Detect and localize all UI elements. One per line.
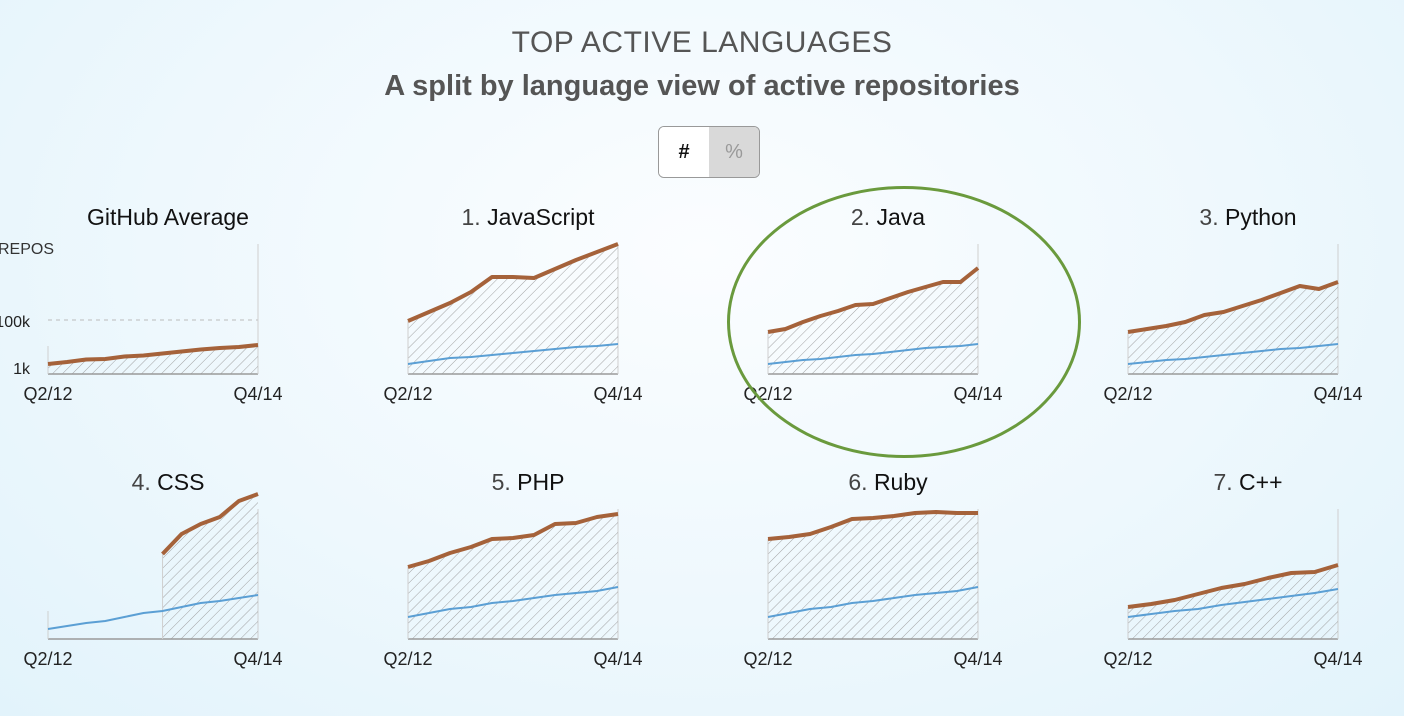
chart-panel-2: 2. Java Q2/12 Q4/14 <box>738 200 1038 450</box>
language-series-line <box>161 492 259 556</box>
language-series-line <box>767 266 980 334</box>
x-tick-label-end: Q4/14 <box>233 649 282 669</box>
language-series-line <box>407 512 619 569</box>
x-tick-label-end: Q4/14 <box>593 649 642 669</box>
language-series-line <box>47 343 259 366</box>
chart-title: 4. CSS <box>18 469 318 496</box>
chart-language-name: Python <box>1224 204 1297 230</box>
x-tick-label-start: Q2/12 <box>23 649 72 669</box>
chart-panel-1: 1. JavaScript Q2/12 Q4/14 <box>378 200 678 450</box>
language-series-line <box>1127 280 1339 334</box>
x-tick-label-end: Q4/14 <box>953 384 1002 404</box>
chart-title: GitHub Average <box>18 204 318 231</box>
x-tick-label-end: Q4/14 <box>593 384 642 404</box>
chart-title: 1. JavaScript <box>378 204 678 231</box>
area-chart: Q2/12 Q4/14 <box>383 509 643 669</box>
chart-rank: 6. <box>848 469 874 495</box>
average-series-line <box>47 594 259 630</box>
hatched-area <box>1128 282 1338 374</box>
chart-language-name: CSS <box>157 469 205 495</box>
chart-panel-5: 5. PHP Q2/12 Q4/14 <box>378 465 678 715</box>
chart-rank: 5. <box>491 469 518 495</box>
area-chart: Q2/12 Q4/14 <box>1103 509 1363 669</box>
chart-rank: 3. <box>1199 204 1225 230</box>
chart-language-name: PHP <box>517 469 565 495</box>
hatched-area <box>768 512 978 639</box>
chart-language-name: Ruby <box>873 469 928 495</box>
chart-title: 3. Python <box>1098 204 1398 231</box>
chart-panel-7: 7. C++ Q2/12 Q4/14 <box>1098 465 1398 715</box>
chart-title: 5. PHP <box>378 469 678 496</box>
average-series-line <box>1127 588 1339 618</box>
x-tick-label-start: Q2/12 <box>383 384 432 404</box>
chart-title: 7. C++ <box>1098 469 1398 496</box>
language-series-line <box>1127 563 1339 609</box>
x-tick-label-start: Q2/12 <box>1103 384 1152 404</box>
x-tick-label-start: Q2/12 <box>23 384 72 404</box>
x-tick-label-start: Q2/12 <box>383 649 432 669</box>
x-tick-label-start: Q2/12 <box>743 649 792 669</box>
average-series-line <box>407 343 619 365</box>
x-tick-label-start: Q2/12 <box>743 384 792 404</box>
chart-rank: 4. <box>131 469 158 495</box>
x-tick-label-end: Q4/14 <box>1313 384 1362 404</box>
hatched-area <box>162 494 258 639</box>
x-tick-label-end: Q4/14 <box>1313 649 1362 669</box>
chart-panel-6: 6. Ruby Q2/12 Q4/14 <box>738 465 1038 715</box>
area-chart: Q2/12 Q4/14 <box>23 492 283 669</box>
chart-rank: 7. <box>1213 469 1240 495</box>
page-title: TOP ACTIVE LANGUAGES <box>511 26 893 59</box>
chart-language-name: JavaScript <box>487 204 595 230</box>
chart-rank: 2. <box>850 204 877 230</box>
count-percent-toggle[interactable]: # % <box>658 126 760 178</box>
y-axis-label: REPOS <box>0 241 54 258</box>
y-tick-label: 1k <box>13 361 31 378</box>
area-chart: REPOS 100k 1k Q2/12 Q4/14 <box>0 241 283 404</box>
x-tick-label-start: Q2/12 <box>1103 649 1152 669</box>
chart-rank: 1. <box>461 204 488 230</box>
hatched-area <box>408 514 618 639</box>
area-chart: Q2/12 Q4/14 <box>743 244 1003 404</box>
chart-panel-4: 4. CSS Q2/12 Q4/14 <box>18 465 318 715</box>
average-series-line <box>1127 343 1339 365</box>
percent-toggle-button[interactable]: % <box>709 127 759 177</box>
chart-language-name: Java <box>876 204 926 230</box>
area-chart: Q2/12 Q4/14 <box>1103 244 1363 404</box>
y-tick-label: 100k <box>0 314 31 331</box>
average-series-line <box>767 343 979 365</box>
hatched-area <box>1128 565 1338 639</box>
hatched-area <box>408 244 618 374</box>
area-chart: Q2/12 Q4/14 <box>383 242 643 404</box>
x-tick-label-end: Q4/14 <box>233 384 282 404</box>
page-subtitle: A split by language view of active repos… <box>384 70 1020 102</box>
count-toggle-button[interactable]: # <box>659 127 709 177</box>
chart-panel-3: 3. Python Q2/12 Q4/14 <box>1098 200 1398 450</box>
language-series-line <box>767 510 978 541</box>
area-chart: Q2/12 Q4/14 <box>743 509 1003 669</box>
x-tick-label-end: Q4/14 <box>953 649 1002 669</box>
chart-language-name: C++ <box>1239 469 1283 495</box>
chart-panel-0: GitHub Average REPOS 100k 1k Q2/12 Q4/14 <box>0 200 318 450</box>
language-series-line <box>407 242 619 323</box>
chart-language-name: GitHub Average <box>87 204 249 230</box>
average-series-line <box>407 586 619 618</box>
chart-title: 2. Java <box>738 204 1038 231</box>
hatched-area <box>48 345 258 374</box>
chart-title: 6. Ruby <box>738 469 1038 496</box>
average-series-line <box>767 586 979 618</box>
